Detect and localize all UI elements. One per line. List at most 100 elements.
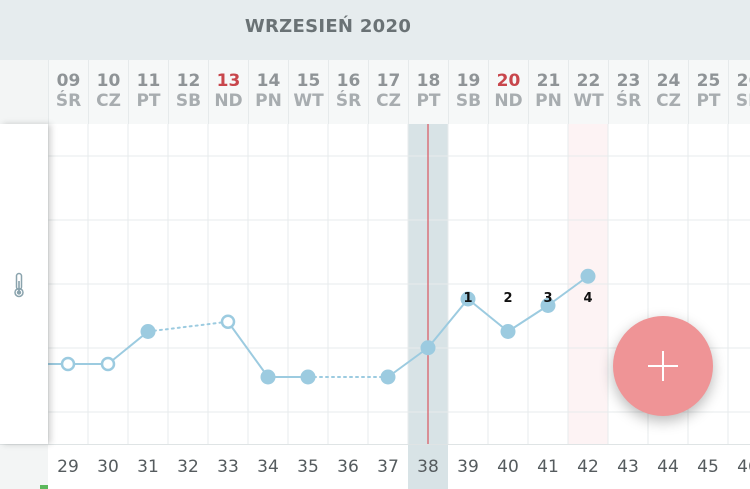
cycle-day-number: 31 bbox=[137, 457, 159, 477]
cycle-day-row: 29 30 31 32 33 34 35 36 37 38 39 40 41 42 43 44 45 46 bbox=[0, 444, 750, 489]
weekday-name: SB bbox=[455, 91, 482, 111]
temperature-point bbox=[260, 369, 276, 385]
post-ovulation-day-label: 2 bbox=[503, 291, 512, 306]
plus-icon-vertical bbox=[662, 351, 664, 381]
day-column[interactable]: 26SB bbox=[728, 60, 750, 124]
month-title: WRZESIEŃ 2020 bbox=[244, 16, 412, 37]
cycle-day-number: 35 bbox=[297, 457, 319, 477]
day-number: 18 bbox=[416, 71, 441, 91]
temperature-point bbox=[420, 340, 436, 356]
day-column[interactable]: 16 ŚR bbox=[328, 60, 368, 124]
add-entry-button[interactable] bbox=[613, 316, 713, 416]
cycle-day-number: 43 bbox=[617, 457, 639, 477]
day-number: 19 bbox=[456, 71, 481, 91]
cycle-day-number: 45 bbox=[697, 457, 719, 477]
day-column[interactable]: 20 ND bbox=[488, 60, 528, 124]
cycle-day-number: 33 bbox=[217, 457, 239, 477]
day-number: 15 bbox=[296, 71, 321, 91]
day-column[interactable]: 25 PT bbox=[688, 60, 728, 124]
day-column[interactable]: 22 WT bbox=[568, 60, 608, 124]
weekday-name: ŚR bbox=[615, 91, 642, 111]
day-number: 17 bbox=[376, 71, 401, 91]
weekday-name: ŚR bbox=[335, 91, 362, 111]
day-number: 26 bbox=[736, 71, 750, 91]
temperature-point bbox=[500, 324, 516, 339]
temperature-line-segment bbox=[107, 330, 149, 365]
temperature-line-segment bbox=[507, 304, 549, 333]
temperature-point bbox=[580, 268, 596, 284]
day-column[interactable]: 21 PN bbox=[528, 60, 568, 124]
day-number: 16 bbox=[336, 71, 361, 91]
weekday-name: CZ bbox=[96, 91, 121, 111]
cycle-day-number: 30 bbox=[97, 457, 119, 477]
day-number: 09 bbox=[56, 71, 81, 91]
cycle-row-spacer bbox=[0, 445, 48, 489]
day-column[interactable]: 11 PT bbox=[128, 60, 168, 124]
cycle-day-number: 37 bbox=[377, 457, 399, 477]
day-number: 11 bbox=[136, 71, 161, 91]
cycle-day-number: 42 bbox=[577, 457, 599, 477]
weekday-name: ND bbox=[214, 91, 243, 111]
temperature-line-segment bbox=[547, 275, 589, 307]
weekday-name: CZ bbox=[656, 91, 681, 111]
temperature-line-segment bbox=[467, 298, 509, 333]
cycle-day-number: 32 bbox=[177, 457, 199, 477]
day-number: 20 bbox=[496, 71, 521, 91]
temperature-point bbox=[300, 369, 316, 385]
temperature-point-open bbox=[60, 356, 76, 372]
temperature-line-segment bbox=[427, 298, 469, 349]
day-column[interactable]: 09 ŚR bbox=[48, 60, 88, 124]
day-column[interactable]: 14 PN bbox=[248, 60, 288, 124]
day-column[interactable]: 12 SB bbox=[168, 60, 208, 124]
day-number: 24 bbox=[656, 71, 681, 91]
day-number: 13 bbox=[216, 71, 241, 91]
day-column[interactable]: 24 CZ bbox=[648, 60, 688, 124]
cycle-day-number: 34 bbox=[257, 457, 279, 477]
cycle-day-number: 39 bbox=[457, 457, 479, 477]
temperature-point bbox=[140, 324, 156, 339]
day-column[interactable]: 18 PT bbox=[408, 60, 448, 124]
temperature-point bbox=[460, 291, 476, 307]
temperature-point-open bbox=[100, 356, 116, 372]
day-number: 23 bbox=[616, 71, 641, 91]
day-column[interactable]: 17 CZ bbox=[368, 60, 408, 124]
weekday-name: SB bbox=[735, 91, 750, 111]
day-column[interactable]: 15 WT bbox=[288, 60, 328, 124]
cycle-day-number: 38 bbox=[408, 445, 448, 489]
days-row-spacer bbox=[0, 60, 48, 124]
temperature-line-segment bbox=[387, 346, 429, 378]
weekday-name: CZ bbox=[376, 91, 401, 111]
cycle-day-number: 46 bbox=[737, 457, 750, 477]
weekday-name: PT bbox=[696, 91, 721, 111]
weekday-name: PN bbox=[535, 91, 562, 111]
left-panel bbox=[0, 124, 48, 444]
calendar-header: WRZESIEŃ 2020 bbox=[0, 0, 750, 60]
weekday-name: PT bbox=[136, 91, 161, 111]
cycle-day-number: 29 bbox=[57, 457, 79, 477]
cycle-day-number: 36 bbox=[337, 457, 359, 477]
day-column[interactable]: 19 SB bbox=[448, 60, 488, 124]
temperature-point bbox=[540, 298, 556, 313]
weekday-name: ND bbox=[494, 91, 523, 111]
weekday-name: SB bbox=[175, 91, 202, 111]
day-number: 21 bbox=[536, 71, 561, 91]
day-column[interactable]: 23 ŚR bbox=[608, 60, 648, 124]
day-number: 12 bbox=[176, 71, 201, 91]
weekday-name: PT bbox=[416, 91, 441, 111]
day-number: 10 bbox=[96, 71, 121, 91]
post-ovulation-day-label: 1 bbox=[463, 291, 472, 306]
cycle-day-number: 40 bbox=[497, 457, 519, 477]
day-column[interactable]: 13 ND bbox=[208, 60, 248, 124]
temperature-point bbox=[380, 369, 396, 385]
temperature-point-open bbox=[220, 314, 236, 329]
day-number: 22 bbox=[576, 71, 601, 91]
post-ovulation-day-label: 4 bbox=[583, 291, 592, 306]
cycle-day-number: 44 bbox=[657, 457, 679, 477]
days-row: 09 ŚR 10 CZ 11 PT 12 SB 13 ND 14 PN 15 WT 16 ŚR 17 CZ 18 PT… bbox=[0, 60, 750, 124]
temperature-line-segment bbox=[227, 321, 269, 378]
day-number: 14 bbox=[256, 71, 281, 91]
temperature-line-segment bbox=[147, 320, 229, 333]
weekday-name: WT bbox=[573, 91, 604, 111]
post-ovulation-day-label: 3 bbox=[543, 291, 552, 306]
day-column[interactable]: 10 CZ bbox=[88, 60, 128, 124]
